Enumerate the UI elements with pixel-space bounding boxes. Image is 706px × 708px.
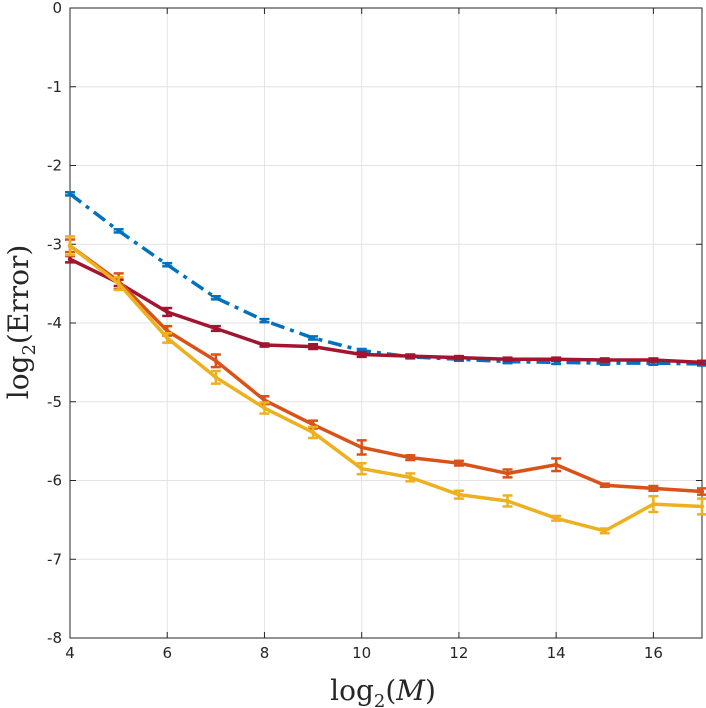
x-axis-label-open: ( [385,674,396,707]
series-blue-dashdot [65,191,706,367]
x-axis-label-prefix: log [330,674,374,707]
data-point [310,335,316,341]
y-tick-label: 0 [52,0,62,17]
data-point [359,445,364,450]
data-point [67,191,73,197]
data-point [553,516,559,521]
data-point [553,357,559,362]
y-tick-label: -7 [47,550,62,568]
data-point [262,397,267,403]
data-point [165,309,170,315]
x-axis-label: log2(M) [330,674,436,708]
y-axis-label-open: ( [2,333,35,344]
data-point [408,475,413,480]
x-tick-label: 4 [65,644,75,662]
data-point [456,355,462,360]
series-line-crimson [69,257,703,365]
x-tick-label: 10 [352,644,371,662]
data-point [213,326,219,331]
data-point [310,344,316,349]
y-tick-label: -4 [47,314,62,332]
y-axis-label: log2(Error) [2,245,40,400]
y-axis-label-var: Error [2,255,35,333]
data-point [262,318,267,323]
y-tick-label: -1 [47,78,62,96]
x-tick-label: 16 [644,644,663,662]
y-tick-label: -5 [47,393,62,411]
data-point [359,352,364,357]
x-axis-label-close: ) [425,674,436,707]
x-tick-label: 14 [547,644,566,662]
x-tick-label: 6 [162,644,172,662]
data-point [213,375,219,380]
x-axis-label-var: M [395,674,426,707]
data-point [651,486,656,491]
data-point [165,335,170,341]
data-point [456,460,462,466]
data-point [699,360,705,365]
data-point [505,471,510,476]
y-tick-label: -2 [47,157,62,175]
data-point [602,357,607,363]
data-point [165,262,170,267]
data-point [408,455,413,460]
data-point [67,257,73,262]
ticks: 4 6 8 10 12 14 16 0 -1 -2 -3 -4 -5 -6 -7 -8 [47,0,702,662]
data-point [116,228,121,234]
data-point [165,328,170,334]
series-line-yellow [68,244,703,533]
data-point [699,504,705,509]
y-tick-label: -8 [47,629,62,647]
data-point [602,528,607,534]
series-crimson [65,254,706,366]
x-tick-label: 8 [260,644,270,662]
series-orange [65,238,706,496]
data-point [213,358,219,363]
data-point [699,489,705,494]
series-yellow [65,235,706,535]
data-point [505,498,510,504]
x-axis-label-subscript: 2 [374,691,385,708]
data-point [262,342,267,348]
data-point [505,357,510,362]
data-point [359,466,364,471]
series-line-orange [68,244,703,494]
y-axis-label-subscript: 2 [19,344,40,355]
y-axis-label-prefix: log [2,355,35,399]
data-point [262,405,267,411]
data-point [310,422,316,427]
series-line-blue-dashdot [68,192,703,366]
data-point [651,501,656,507]
series-group [65,191,706,535]
data-point [116,281,121,286]
y-axis-label-close: ) [2,245,35,256]
x-tick-label: 12 [449,644,468,662]
data-point [67,243,73,249]
data-point [456,492,462,497]
y-tick-label: -6 [47,472,62,490]
data-point [310,430,316,435]
data-point [408,353,413,359]
data-point [651,357,656,363]
data-point [213,295,219,300]
data-point [553,462,559,467]
data-point [602,483,607,488]
y-tick-label: -3 [47,235,62,253]
grid [69,7,702,639]
